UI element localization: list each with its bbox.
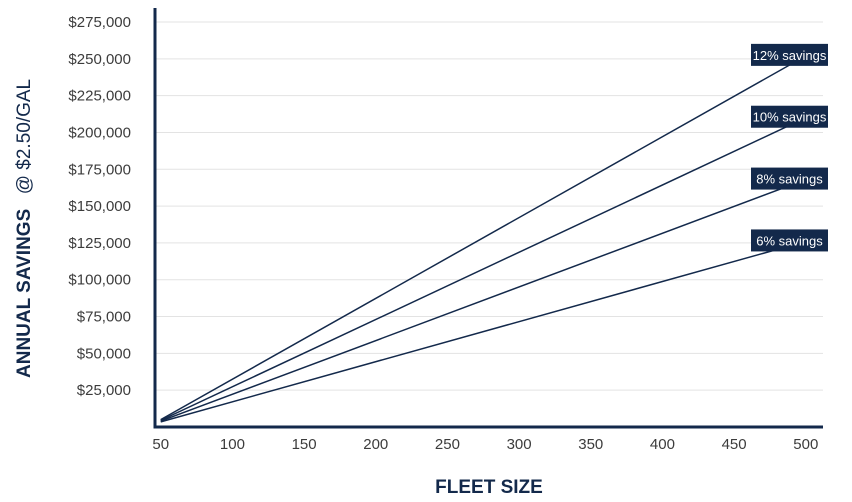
series-label: 10% savings <box>753 110 827 125</box>
gridlines <box>155 21 823 391</box>
y-axis-title: ANNUAL SAVINGS @ $2.50/GAL <box>14 79 35 378</box>
y-tick-label: $150,000 <box>68 198 131 215</box>
series-line <box>160 240 807 423</box>
series-lines: 12% savings 10% savings 8% savings 6% savin… <box>160 43 828 423</box>
y-tick-labels: $25,000 $50,000 $75,000 $100,000 $125,000 $15… <box>68 14 131 399</box>
y-tick-label: $100,000 <box>68 272 131 289</box>
x-tick-label: 350 <box>578 436 603 453</box>
x-tick-label: 300 <box>507 436 532 453</box>
y-tick-label: $275,000 <box>68 14 131 31</box>
series-line <box>160 178 807 422</box>
x-tick-label: 200 <box>363 436 388 453</box>
series-label-box <box>751 167 828 190</box>
x-tick-label: 50 <box>152 436 169 453</box>
series-line <box>160 117 807 422</box>
y-tick-label: $175,000 <box>68 161 131 178</box>
series-line <box>160 55 807 421</box>
x-tick-label: 150 <box>292 436 317 453</box>
x-tick-label: 250 <box>435 436 460 453</box>
x-tick-label: 100 <box>220 436 245 453</box>
series-label: 12% savings <box>753 48 827 63</box>
x-tick-label: 400 <box>650 436 675 453</box>
y-tick-label: $200,000 <box>68 124 131 141</box>
x-tick-label: 500 <box>793 436 818 453</box>
y-tick-label: $50,000 <box>77 345 131 362</box>
x-axis-title: FLEET SIZE <box>435 477 543 498</box>
x-tick-labels: 50 100 150 200 250 300 350 400 450 500 <box>152 436 818 453</box>
y-axis-title-suffix: @ $2.50/GAL <box>14 79 35 194</box>
series-label: 8% savings <box>756 172 823 187</box>
series-label-box <box>751 43 828 66</box>
y-tick-label: $250,000 <box>68 51 131 68</box>
y-tick-label: $25,000 <box>77 382 131 399</box>
y-tick-label: $75,000 <box>77 309 131 326</box>
y-tick-label: $125,000 <box>68 235 131 252</box>
x-tick-label: 450 <box>722 436 747 453</box>
series-label-box <box>751 105 828 128</box>
y-axis-title-main: ANNUAL SAVINGS <box>14 209 35 378</box>
y-tick-label: $225,000 <box>68 88 131 105</box>
series-label: 6% savings <box>756 233 823 248</box>
series-label-box <box>751 229 828 252</box>
